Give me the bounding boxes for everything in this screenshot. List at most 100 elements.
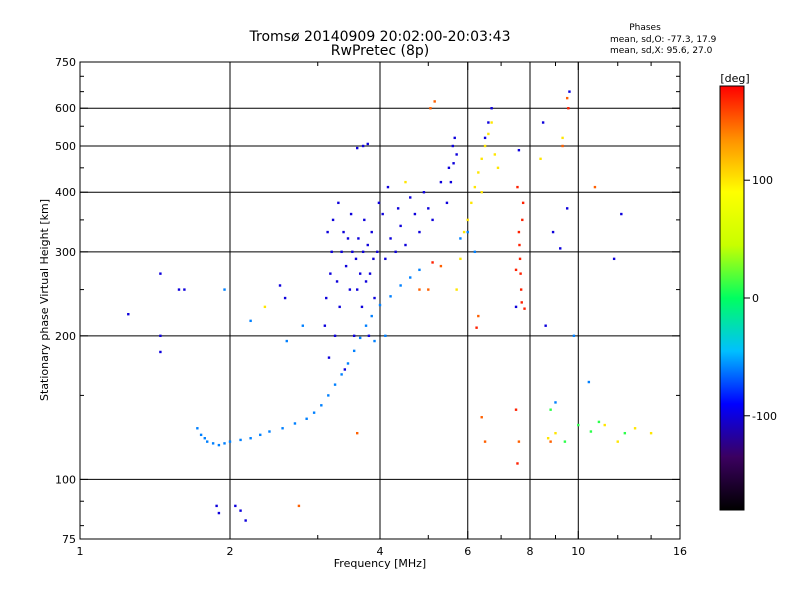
data-point [366,142,369,146]
data-point [357,237,360,240]
data-point [384,257,387,261]
data-point [554,431,557,435]
data-point [372,257,375,261]
data-point [447,166,451,170]
data-point [466,230,469,234]
data-point [327,394,330,397]
data-point [427,288,430,291]
data-point [342,230,345,234]
data-point [351,250,354,254]
data-point [544,324,547,327]
data-point [329,272,332,275]
data-point [381,212,384,216]
data-point [331,218,335,222]
y-axis-label: Stationary phase Virtual Height [km] [38,199,51,401]
data-point [249,437,252,440]
colorbar-tick-label: 0 [752,292,759,305]
data-point [239,438,242,442]
data-point [546,437,550,440]
data-point [539,157,542,161]
data-point [418,268,421,272]
data-point [327,356,331,359]
data-point [477,171,480,174]
data-point [633,427,637,430]
data-point [445,201,449,205]
data-point [589,430,593,433]
data-point [293,422,297,425]
data-point [572,334,576,338]
data-point [346,362,350,365]
data-point [567,107,570,110]
data-point [386,185,390,189]
data-point [355,146,359,150]
data-points [127,90,653,522]
data-point [205,440,209,443]
data-point [523,307,526,310]
data-point [514,408,518,411]
stats-line-o: mean, sd,O: -77.3, 17.9 [610,35,717,45]
data-point [323,324,327,327]
x-tick-label: 10 [571,545,585,558]
data-point [466,218,469,222]
data-point [462,230,466,234]
data-point [344,264,348,268]
data-point [349,212,353,216]
stats-heading: Phases [629,23,661,33]
colorbar-ticks: 100 0 -100 [744,174,777,423]
data-point [355,288,359,291]
data-point [396,207,400,210]
data-point [603,423,606,427]
data-point [519,288,523,291]
data-point [516,462,519,465]
data-point [549,440,552,443]
data-point [399,284,402,287]
data-point [228,440,232,443]
data-point [376,250,379,254]
data-point [587,380,591,384]
data-point [483,144,487,148]
data-point [285,339,288,343]
data-point [518,243,521,247]
data-point [517,148,521,152]
data-point [326,230,329,234]
data-point [333,334,337,338]
data-point [616,440,619,443]
y-tick-label: 500 [55,140,76,153]
data-point [199,433,203,437]
data-point [127,312,130,316]
data-point [455,153,458,156]
data-point [217,511,221,515]
stats-line-x: mean, sd,X: 95.6, 27.0 [610,46,713,56]
data-point [361,250,365,254]
x-tick-label: 8 [527,545,534,558]
data-point [490,107,493,110]
data-point [281,427,284,430]
data-point [561,136,564,140]
data-point [389,295,392,298]
data-point [399,224,402,228]
data-point [620,212,623,216]
x-axis-label: Frequency [MHz] [334,557,426,570]
data-point [520,301,523,304]
data-point [459,257,462,261]
x-tick-label: 2 [227,545,234,558]
data-point [360,305,364,309]
data-point [649,431,653,435]
data-point [355,431,359,435]
data-point [283,296,287,300]
data-point [404,180,407,184]
data-point [422,191,426,194]
data-point [433,100,436,103]
x-ticks: 1 2 4 6 8 10 16 [77,62,687,558]
data-point [373,339,376,343]
data-point [404,243,407,247]
data-point [333,383,337,386]
data-point [554,401,557,404]
data-point [183,288,186,291]
data-point [429,107,432,110]
data-point [278,284,282,287]
data-point [368,272,372,275]
data-point [364,324,368,327]
data-point [394,250,397,254]
data-point [449,180,453,184]
